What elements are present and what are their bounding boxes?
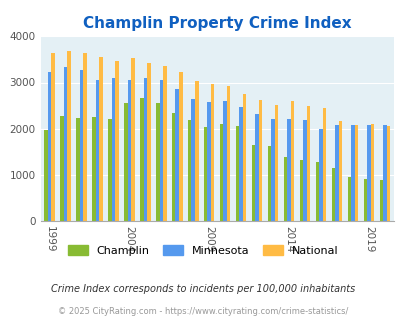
Bar: [347, 177, 350, 221]
Bar: [111, 78, 115, 221]
Bar: [47, 72, 51, 221]
Bar: [92, 117, 95, 221]
Bar: [370, 124, 373, 221]
Bar: [143, 78, 147, 221]
Bar: [95, 80, 99, 221]
Bar: [179, 72, 182, 221]
Bar: [131, 57, 134, 221]
Bar: [239, 108, 242, 221]
Bar: [115, 61, 118, 221]
Bar: [223, 101, 226, 221]
Title: Champlin Property Crime Index: Champlin Property Crime Index: [83, 16, 351, 31]
Bar: [172, 113, 175, 221]
Bar: [60, 116, 64, 221]
Bar: [322, 108, 326, 221]
Bar: [299, 160, 303, 221]
Bar: [306, 106, 310, 221]
Bar: [267, 146, 271, 221]
Bar: [315, 161, 319, 221]
Legend: Champlin, Minnesota, National: Champlin, Minnesota, National: [63, 241, 342, 260]
Bar: [386, 126, 389, 221]
Bar: [44, 130, 47, 221]
Bar: [338, 121, 341, 221]
Bar: [220, 124, 223, 221]
Bar: [156, 103, 159, 221]
Bar: [255, 114, 258, 221]
Bar: [83, 53, 86, 221]
Bar: [127, 80, 131, 221]
Bar: [274, 105, 278, 221]
Text: Crime Index corresponds to incidents per 100,000 inhabitants: Crime Index corresponds to incidents per…: [51, 284, 354, 294]
Bar: [367, 124, 370, 221]
Bar: [226, 86, 230, 221]
Bar: [251, 145, 255, 221]
Bar: [79, 70, 83, 221]
Bar: [363, 179, 367, 221]
Bar: [124, 103, 127, 221]
Bar: [64, 67, 67, 221]
Bar: [140, 98, 143, 221]
Bar: [203, 127, 207, 221]
Bar: [331, 168, 335, 221]
Bar: [191, 99, 194, 221]
Bar: [211, 84, 214, 221]
Bar: [163, 66, 166, 221]
Bar: [258, 100, 262, 221]
Bar: [335, 125, 338, 221]
Bar: [76, 118, 79, 221]
Bar: [354, 124, 358, 221]
Bar: [271, 118, 274, 221]
Bar: [207, 102, 211, 221]
Bar: [303, 120, 306, 221]
Bar: [290, 101, 294, 221]
Bar: [235, 126, 239, 221]
Bar: [175, 88, 179, 221]
Bar: [188, 120, 191, 221]
Bar: [242, 94, 246, 221]
Bar: [147, 63, 150, 221]
Bar: [67, 51, 70, 221]
Bar: [159, 80, 163, 221]
Bar: [51, 53, 55, 221]
Bar: [382, 124, 386, 221]
Bar: [283, 157, 287, 221]
Bar: [350, 124, 354, 221]
Bar: [287, 119, 290, 221]
Bar: [379, 180, 382, 221]
Bar: [319, 129, 322, 221]
Bar: [99, 57, 102, 221]
Bar: [194, 81, 198, 221]
Text: © 2025 CityRating.com - https://www.cityrating.com/crime-statistics/: © 2025 CityRating.com - https://www.city…: [58, 307, 347, 316]
Bar: [108, 119, 111, 221]
